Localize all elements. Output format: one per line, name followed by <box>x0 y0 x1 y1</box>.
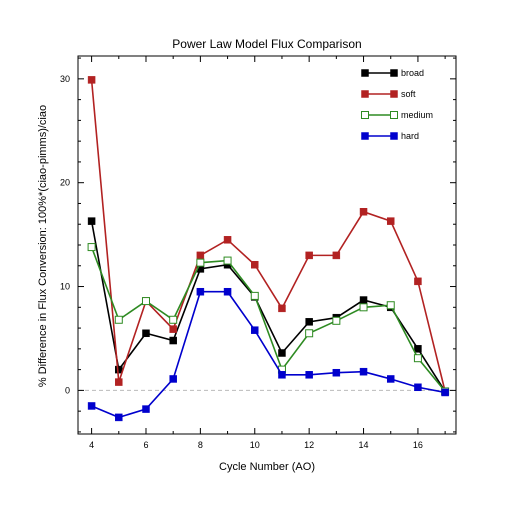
data-point-hard <box>414 383 422 392</box>
data-point-hard <box>223 287 232 296</box>
data-point-broad <box>87 217 96 225</box>
plot-area: 4 6 8 10 12 14 16 0 10 20 30 broad soft medium hard <box>60 55 457 450</box>
data-point-hard <box>305 371 313 379</box>
data-point-hard <box>441 388 449 397</box>
data-point-medium <box>359 303 368 312</box>
y-tick-label: 30 <box>60 74 70 84</box>
data-point-broad <box>115 365 123 374</box>
data-point-hard <box>332 368 341 377</box>
data-point-medium <box>386 301 395 310</box>
data-point-medium <box>114 315 123 324</box>
data-point-medium <box>413 354 422 363</box>
legend-marker-medium <box>390 111 398 119</box>
data-point-medium <box>141 297 150 306</box>
data-point-hard <box>115 413 123 422</box>
chart-title: Power Law Model Flux Comparison <box>172 37 361 51</box>
data-point-soft <box>115 378 123 386</box>
data-point-broad <box>305 318 313 326</box>
legend-marker-hard <box>390 132 398 140</box>
legend-label-soft: soft <box>401 89 416 99</box>
data-point-broad <box>359 296 368 304</box>
y-tick-label: 10 <box>60 282 70 292</box>
y-tick-label: 0 <box>65 385 70 395</box>
data-point-medium <box>169 315 178 324</box>
data-point-hard <box>169 375 177 383</box>
data-point-soft <box>332 251 341 260</box>
x-tick-label: 12 <box>304 440 314 450</box>
data-point-hard <box>278 371 286 379</box>
data-point-soft <box>386 217 395 225</box>
legend-label-medium: medium <box>401 110 433 120</box>
x-tick-label: 14 <box>359 440 369 450</box>
data-point-soft <box>169 325 177 333</box>
data-point-soft <box>305 251 313 260</box>
plot-frame <box>77 55 457 435</box>
data-point-hard <box>87 402 96 410</box>
data-point-hard <box>359 367 368 376</box>
data-point-soft <box>251 260 259 269</box>
data-point-broad <box>414 345 422 353</box>
x-tick-label: 8 <box>198 440 203 450</box>
y-axis-label: % Difference in Flux Conversion: 100%*(c… <box>37 105 49 387</box>
data-point-medium <box>87 243 96 252</box>
x-axis-label: Cycle Number (AO) <box>219 461 315 473</box>
legend-marker-soft <box>390 90 398 98</box>
data-point-hard <box>196 287 205 296</box>
data-point-broad <box>169 336 177 345</box>
data-point-medium <box>250 291 259 300</box>
data-point-soft <box>414 277 422 286</box>
legend-marker-medium <box>361 111 369 119</box>
x-tick-label: 4 <box>89 440 94 450</box>
data-point-soft <box>278 304 286 313</box>
data-point-soft <box>359 208 368 216</box>
legend-marker-hard <box>361 132 369 140</box>
data-point-medium <box>305 329 314 338</box>
data-point-hard <box>251 326 259 334</box>
legend-label-hard: hard <box>401 131 419 141</box>
data-point-soft <box>87 76 96 84</box>
data-point-medium <box>332 316 341 325</box>
x-tick-label: 10 <box>250 440 260 450</box>
legend-marker-broad <box>361 69 369 77</box>
data-point-broad <box>278 349 286 357</box>
x-tick-label: 6 <box>143 440 148 450</box>
data-point-medium <box>223 256 232 265</box>
data-point-hard <box>386 375 395 383</box>
data-point-broad <box>142 329 150 338</box>
legend-marker-soft <box>361 90 369 98</box>
x-tick-label: 16 <box>413 440 423 450</box>
series-line-hard <box>91 290 446 419</box>
series-line-soft <box>90 79 446 392</box>
y-tick-label: 20 <box>60 178 70 188</box>
legend-marker-broad <box>390 69 398 77</box>
data-point-hard <box>142 405 150 413</box>
data-point-soft <box>223 236 232 244</box>
legend-label-broad: broad <box>401 68 424 78</box>
series-line-medium <box>90 246 446 392</box>
data-point-medium <box>196 258 205 267</box>
data-point-soft <box>196 251 205 260</box>
